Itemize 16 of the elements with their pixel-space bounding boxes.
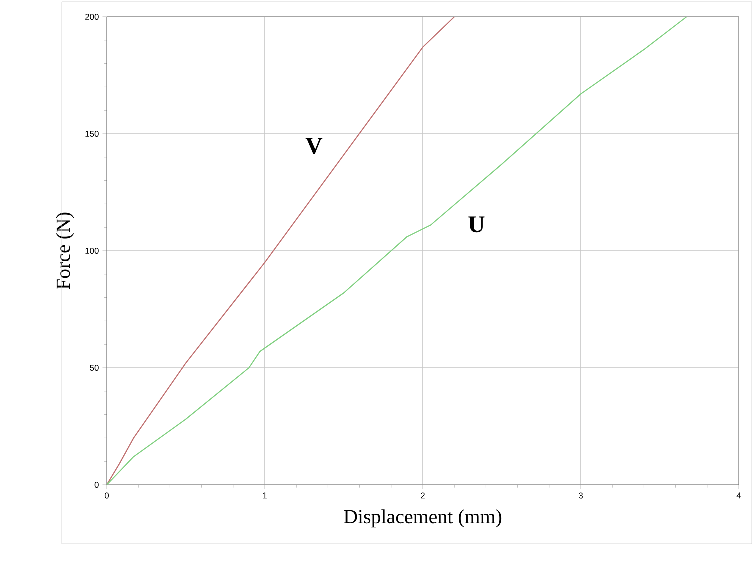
y-tick-label: 0 xyxy=(94,482,99,488)
series-label: U xyxy=(468,216,485,233)
line-series xyxy=(107,16,456,485)
y-tick-label: 100 xyxy=(86,248,99,254)
y-tick-label: 50 xyxy=(90,365,99,371)
x-axis-title: Displacement (mm) xyxy=(344,510,502,528)
series-label: V xyxy=(306,138,323,154)
line-series xyxy=(107,16,688,485)
x-tick-label: 0 xyxy=(104,492,110,499)
x-tick-label: 2 xyxy=(421,492,425,499)
x-tick-label: 1 xyxy=(263,492,267,499)
y-tick-label: 200 xyxy=(86,14,99,20)
y-tick-label: 150 xyxy=(86,131,99,137)
y-axis-title: Force (N) xyxy=(56,212,74,290)
x-tick-label: 4 xyxy=(736,492,742,499)
x-tick-label: 3 xyxy=(578,492,583,499)
